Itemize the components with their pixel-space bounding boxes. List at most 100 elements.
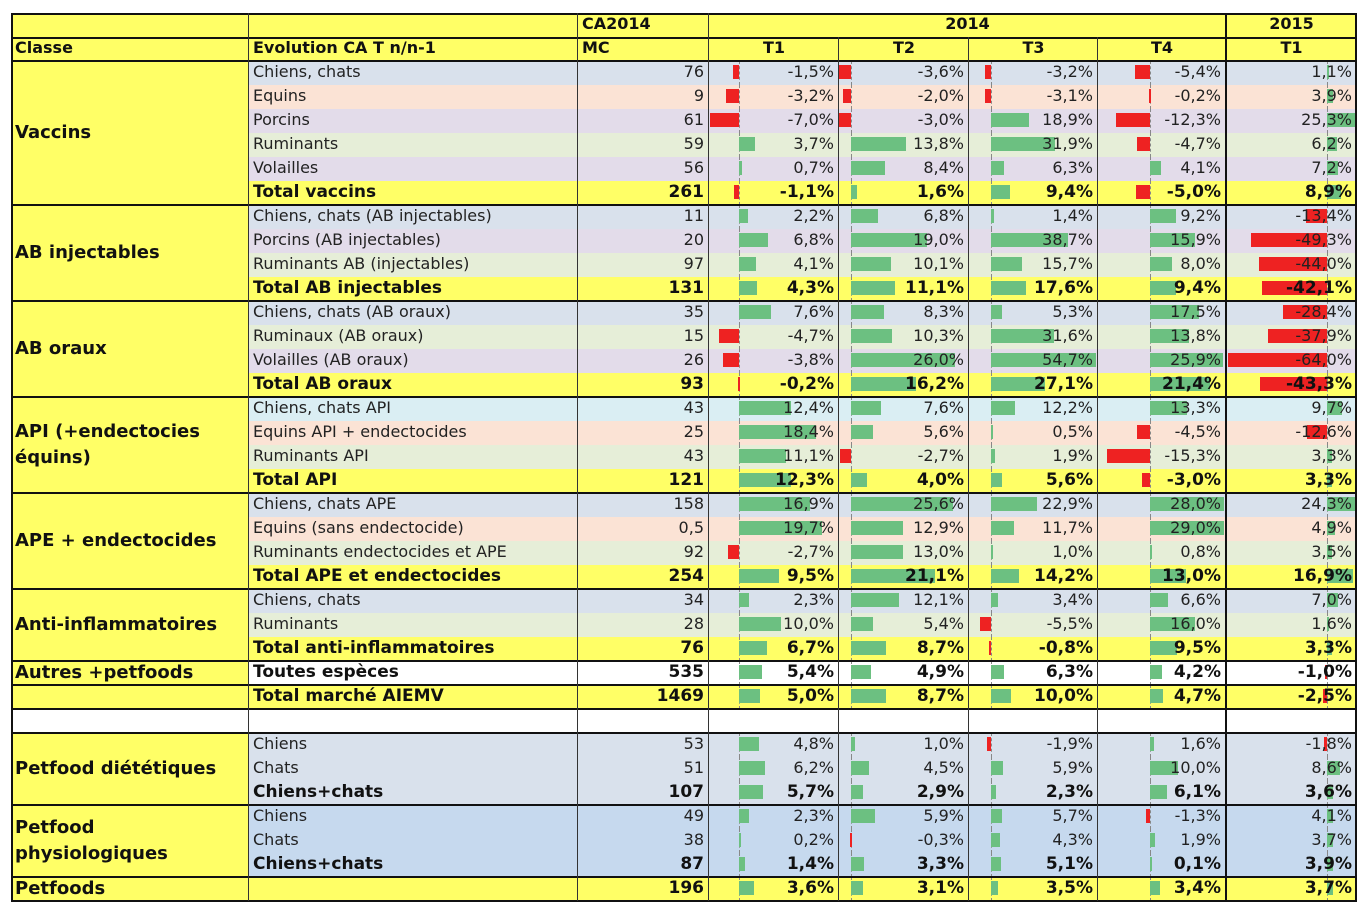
- bar-axis: [1150, 109, 1151, 133]
- row-label: [249, 877, 578, 901]
- data-bar: [1327, 833, 1333, 847]
- data-bar: [725, 89, 739, 103]
- grid-hline: [11, 684, 1357, 686]
- percent-value: 8,7%: [916, 686, 964, 706]
- data-bar: [851, 881, 864, 895]
- row-t15-cell: -13,4%: [1226, 205, 1357, 229]
- percent-value: -3,2%: [1046, 62, 1093, 81]
- percent-value: 10,1%: [913, 254, 964, 273]
- data-bar: [1136, 137, 1150, 151]
- data-bar: [739, 425, 817, 439]
- data-bar: [851, 257, 892, 271]
- row-t3-cell: 2,3%: [969, 781, 1098, 805]
- percent-value: 12,9%: [913, 518, 964, 537]
- data-bar: [991, 449, 995, 463]
- row-t4-cell: -5,0%: [1098, 181, 1226, 205]
- data-bar: [739, 569, 779, 583]
- percent-value: -1,9%: [1046, 734, 1093, 753]
- row-t1-cell: 4,3%: [709, 277, 839, 301]
- grid-vline: [248, 13, 249, 901]
- row-t1-cell: 2,3%: [709, 589, 839, 613]
- row-t15-cell: -28,4%: [1226, 301, 1357, 325]
- bar-axis: [1327, 373, 1328, 397]
- data-bar: [1327, 521, 1335, 535]
- data-bar: [839, 113, 851, 127]
- row-label: Ruminaux (AB oraux): [249, 325, 578, 349]
- row-t1-cell: 3,7%: [709, 133, 839, 157]
- data-bar: [739, 665, 762, 679]
- row-ca-value: 61: [578, 109, 709, 133]
- row-t2-cell: 13,8%: [839, 133, 969, 157]
- data-bar: [843, 89, 851, 103]
- row-t1-cell: 4,8%: [709, 733, 839, 757]
- row-t15-cell: 8,6%: [1226, 757, 1357, 781]
- data-bar: [851, 473, 867, 487]
- row-ca-value: 49: [578, 805, 709, 829]
- data-bar: [727, 545, 739, 559]
- row-t15-cell: 3,9%: [1226, 85, 1357, 109]
- percent-value: -5,0%: [1166, 182, 1221, 202]
- data-bar: [851, 641, 886, 655]
- row-t15-cell: 3,6%: [1226, 781, 1357, 805]
- row-t2-cell: [839, 709, 969, 733]
- data-bar: [991, 857, 1002, 871]
- data-bar: [1324, 737, 1327, 751]
- percent-value: 8,4%: [923, 158, 964, 177]
- row-t15-cell: 4,1%: [1226, 805, 1357, 829]
- row-t15-cell: 7,0%: [1226, 589, 1357, 613]
- percent-value: 38,7%: [1042, 230, 1093, 249]
- row-t3-cell: -3,2%: [969, 61, 1098, 85]
- row-ca-value: 38: [578, 829, 709, 853]
- percent-value: -0,2%: [779, 374, 834, 394]
- row-t1-cell: 6,2%: [709, 757, 839, 781]
- row-ca-value: 76: [578, 637, 709, 661]
- data-bar: [991, 377, 1046, 391]
- row-t3-cell: 22,9%: [969, 493, 1098, 517]
- data-bar: [739, 281, 758, 295]
- row-t1-cell: -2,7%: [709, 541, 839, 565]
- row-t15-cell: -49,3%: [1226, 229, 1357, 253]
- percent-value: 16,9%: [783, 494, 834, 513]
- row-t1-cell: 1,4%: [709, 853, 839, 877]
- data-bar: [1327, 593, 1338, 607]
- row-t2-cell: 7,6%: [839, 397, 969, 421]
- row-ca-value: 43: [578, 397, 709, 421]
- data-bar: [709, 113, 739, 127]
- data-bar: [1150, 281, 1177, 295]
- row-t1-cell: [709, 709, 839, 733]
- percent-value: 9,5%: [786, 566, 834, 586]
- percent-value: 8,3%: [923, 302, 964, 321]
- percent-value: 1,6%: [1180, 734, 1221, 753]
- data-bar: [739, 473, 791, 487]
- class-label: Autres +petfoods: [11, 661, 249, 685]
- data-bar: [1149, 89, 1152, 103]
- bar-axis: [991, 613, 992, 637]
- data-bar: [851, 425, 874, 439]
- row-t2-cell: 11,1%: [839, 277, 969, 301]
- row-t2-cell: 10,3%: [839, 325, 969, 349]
- percent-value: 25,9%: [1170, 350, 1221, 369]
- row-t2-cell: 5,4%: [839, 613, 969, 637]
- data-bar: [739, 305, 771, 319]
- row-ca-value: 59: [578, 133, 709, 157]
- row-t1-cell: 7,6%: [709, 301, 839, 325]
- data-bar: [851, 161, 885, 175]
- percent-value: 3,4%: [1173, 878, 1221, 898]
- percent-value: -64,0%: [1295, 350, 1352, 369]
- percent-value: 1,1%: [1311, 62, 1352, 81]
- data-bar: [1327, 857, 1334, 871]
- bar-axis: [851, 85, 852, 109]
- percent-value: 7,0%: [1311, 590, 1352, 609]
- row-t3-cell: 3,5%: [969, 877, 1098, 901]
- percent-value: 19,7%: [783, 518, 834, 537]
- class-label: Petfoods: [11, 877, 249, 901]
- data-bar: [1107, 449, 1150, 463]
- data-bar: [991, 401, 1016, 415]
- percent-value: 5,4%: [786, 662, 834, 682]
- percent-value: 18,9%: [1042, 110, 1093, 129]
- row-label: [249, 709, 578, 733]
- bar-axis: [1327, 349, 1328, 373]
- data-bar: [739, 809, 749, 823]
- row-t1-cell: -3,8%: [709, 349, 839, 373]
- row-t4-cell: 10,0%: [1098, 757, 1226, 781]
